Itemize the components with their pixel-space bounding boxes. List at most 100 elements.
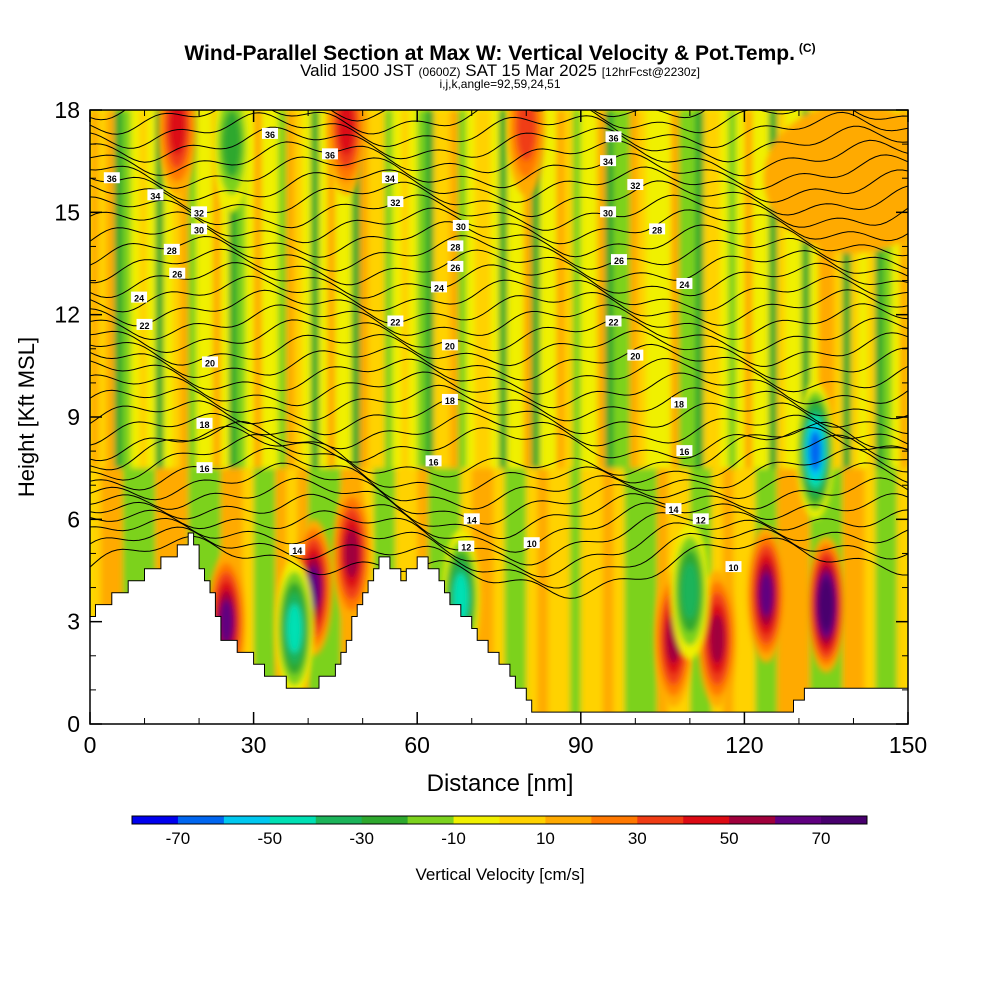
field-lowlevel <box>548 468 560 724</box>
theta-label: 34 <box>603 157 613 167</box>
theta-label: 22 <box>609 317 619 327</box>
theta-label: 18 <box>445 396 455 406</box>
theta-label: 28 <box>652 225 662 235</box>
downdraft-core <box>809 431 822 472</box>
updraft-core <box>168 110 186 156</box>
field-lowlevel <box>569 468 582 724</box>
theta-label-bg <box>431 281 448 293</box>
theta-label-bg <box>725 561 742 573</box>
field-column <box>556 110 565 503</box>
field-column <box>122 110 132 554</box>
colorbar-swatch <box>269 816 317 824</box>
theta-labels: 36 36 34 32 36 34 32 30 28 26 24 22 20 18 16 30 28 26 24 22… <box>103 127 742 573</box>
theta-label-bg <box>627 349 644 361</box>
field-column <box>515 110 525 588</box>
field-column <box>850 110 860 571</box>
field-lowlevel <box>875 468 887 724</box>
colorbar-swatch <box>591 816 638 824</box>
theta-label-bg <box>605 131 622 143</box>
chart-title: Wind-Parallel Section at Max W: Vertical… <box>0 36 1000 66</box>
theta-label: 12 <box>461 543 471 553</box>
theta-label: 16 <box>429 457 439 467</box>
colorbar-swatch <box>775 816 822 824</box>
updraft-core <box>344 529 360 578</box>
theta-contour <box>90 58 908 94</box>
theta-label: 30 <box>194 225 204 235</box>
field-column <box>678 110 688 588</box>
field-column <box>711 110 721 520</box>
theta-contour <box>90 398 908 436</box>
theta-label: 36 <box>325 150 335 160</box>
theta-label-bg <box>147 189 164 201</box>
theta-label: 34 <box>150 191 160 201</box>
field-column <box>899 110 908 469</box>
theta-contour <box>90 509 908 566</box>
downdraft-core <box>287 604 302 653</box>
field-column <box>695 110 704 554</box>
theta-label-bg <box>169 267 186 279</box>
field-column <box>728 110 737 486</box>
field-column <box>826 110 835 622</box>
theta-label-bg <box>136 318 153 330</box>
theta-contour <box>90 493 908 553</box>
field-column <box>703 110 713 537</box>
updraft-core <box>516 110 537 161</box>
theta-label: 36 <box>107 174 117 184</box>
y-tick-label: 3 <box>67 609 80 635</box>
field-column <box>474 110 484 503</box>
theta-contour <box>90 384 908 422</box>
field-lowlevel <box>526 468 538 724</box>
theta-label: 20 <box>630 352 640 362</box>
field-column <box>310 110 320 503</box>
valid-utc: (0600Z) <box>418 65 461 79</box>
field-column <box>687 110 696 571</box>
theta-label-bg <box>676 277 693 289</box>
chart-subtitle: Valid 1500 JST (0600Z) SAT 15 Mar 2025 [… <box>0 61 1000 82</box>
field-column <box>278 110 287 571</box>
updraft-core <box>219 599 234 644</box>
theta-label: 24 <box>679 280 689 290</box>
field-column <box>621 110 631 537</box>
theta-label-bg <box>201 356 218 368</box>
field-lowlevel <box>580 468 593 724</box>
copyright-mark: (C) <box>798 41 816 55</box>
theta-contour <box>90 221 908 258</box>
field-column <box>588 110 598 605</box>
theta-contour <box>90 111 908 149</box>
field-column <box>605 110 615 571</box>
updraft-core <box>709 614 725 664</box>
colorbar-swatch <box>637 816 684 824</box>
theta-contour <box>90 152 908 190</box>
theta-label-bg <box>103 172 120 184</box>
terrain-mask <box>90 532 908 724</box>
field-column <box>229 110 238 503</box>
field-column <box>466 110 475 520</box>
field-column <box>801 110 811 503</box>
colorbar-swatch <box>132 816 179 824</box>
field-column <box>777 110 786 554</box>
theta-contour <box>90 303 908 340</box>
field-column <box>597 110 606 588</box>
field-lowlevel <box>635 468 647 724</box>
field-lowlevel <box>515 468 527 724</box>
theta-label-bg <box>610 254 627 266</box>
theta-label: 10 <box>728 563 738 573</box>
field-lowlevel <box>613 468 625 724</box>
theta-contour <box>90 412 908 450</box>
theta-contour <box>90 526 908 589</box>
y-tick-label: 15 <box>54 199 80 225</box>
forecast-info: [12hrFcst@2230z] <box>601 65 700 79</box>
theta-label: 12 <box>696 515 706 525</box>
theta-label: 16 <box>200 464 210 474</box>
field-column <box>319 110 328 486</box>
updraft-core <box>820 586 833 624</box>
theta-label: 18 <box>200 420 210 430</box>
field-column <box>572 110 582 469</box>
theta-label: 32 <box>390 198 400 208</box>
updraft-core <box>759 572 773 617</box>
x-tick-label: 30 <box>241 732 267 758</box>
theta-label: 24 <box>434 283 444 293</box>
theta-contour <box>90 166 908 203</box>
field-column <box>858 110 868 554</box>
